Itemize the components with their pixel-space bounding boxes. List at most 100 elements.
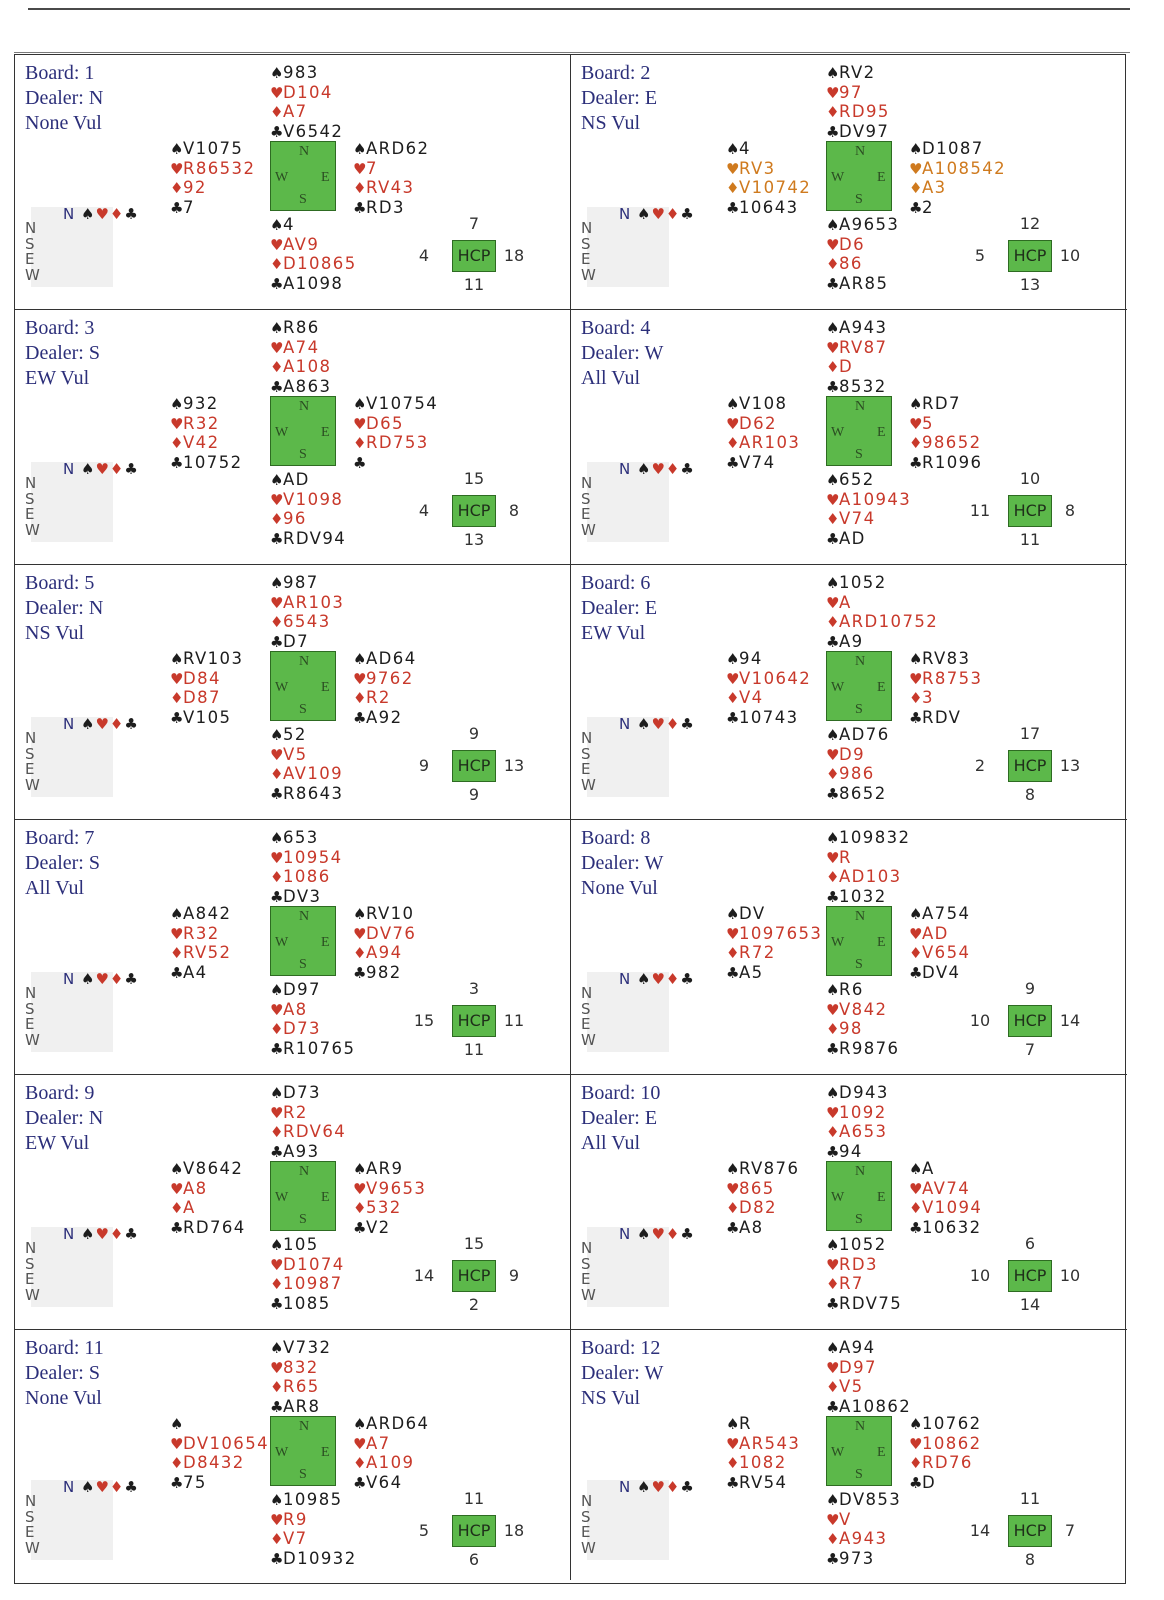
clubs-icon: ♣: [826, 274, 840, 293]
hcp-w: 5: [418, 1521, 430, 1540]
cards-hearts: RV3: [739, 158, 776, 178]
diamonds-icon: ♦: [270, 765, 284, 783]
clubs-icon: ♣: [270, 1549, 284, 1568]
cards-spades: D943: [839, 1083, 889, 1102]
compass-e: E: [25, 1270, 35, 1288]
clubs-icon: ♣: [170, 708, 184, 727]
cards-hearts: 832: [283, 1357, 319, 1377]
hearts-icon: ♥: [270, 593, 284, 612]
hcp-w: 4: [418, 501, 430, 520]
cards-spades: V8642: [183, 1159, 244, 1178]
suit-row-hearts: ♥RV3: [726, 159, 811, 179]
diamonds-icon: ♦: [726, 689, 740, 707]
compass-s: S: [25, 234, 35, 253]
diamonds-icon: ♦: [826, 1530, 840, 1548]
dealer: Dealer: N: [25, 597, 104, 619]
board-cell: Board: 3 Dealer: S EW Vul ♠R86 ♥A74 ♦A108 ♣A86…: [15, 310, 571, 565]
table-e-label: E: [321, 935, 330, 950]
cards-clubs: R1096: [922, 452, 983, 472]
suit-row-clubs: ♣DV3: [270, 887, 343, 907]
compass-n-label: N: [63, 1478, 81, 1496]
clubs-icon: ♣: [170, 453, 184, 472]
clubs-icon: ♣: [826, 784, 840, 803]
suit-row-hearts: ♥R86532: [170, 159, 255, 179]
hand-north: ♠1052 ♥A ♦ARD10752 ♣A9: [826, 573, 938, 651]
cards-clubs: A93: [283, 1141, 320, 1161]
cards-diamonds: V1094: [922, 1198, 983, 1217]
suit-row-hearts: ♥AV74: [909, 1179, 982, 1199]
board-number: Board: 12: [581, 1337, 661, 1359]
diamonds-icon: ♦: [109, 460, 125, 478]
suit-row-spades: ♠10762: [909, 1414, 982, 1434]
diamonds-icon: ♦: [353, 689, 367, 707]
compass-n-label: N: [63, 715, 81, 733]
suit-row-hearts: ♥V10642: [726, 669, 811, 689]
suit-row-diamonds: ♦1082: [726, 1453, 800, 1473]
hearts-icon: ♥: [826, 235, 840, 254]
suit-row-clubs: ♣RV54: [726, 1473, 800, 1493]
cards-hearts: D84: [183, 668, 221, 688]
suit-row-spades: ♠R: [726, 1414, 800, 1434]
suit-row-hearts: ♥97: [826, 83, 890, 103]
cards-diamonds: V654: [922, 943, 971, 962]
cards-diamonds: RD753: [366, 433, 429, 452]
diamonds-icon: ♦: [170, 689, 184, 707]
suit-row-hearts: ♥1097653: [726, 924, 822, 944]
suit-row-clubs: ♣R9876: [826, 1039, 899, 1059]
suit-row-clubs: ♣RDV75: [826, 1294, 902, 1314]
suit-row-spades: ♠DV: [726, 904, 822, 924]
board-cell: Board: 8 Dealer: W None Vul ♠109832 ♥R ♦AD103…: [571, 820, 1127, 1075]
hearts-icon: ♥: [826, 1358, 840, 1377]
clubs-icon: ♣: [124, 205, 139, 223]
cards-spades: DV: [739, 904, 766, 923]
cards-diamonds: R2: [366, 688, 391, 707]
compass-w: W: [25, 520, 40, 539]
cards-hearts: R32: [183, 923, 220, 943]
cards-diamonds: 92: [183, 178, 207, 197]
suit-row-hearts: ♥A108542: [909, 159, 1006, 179]
hearts-icon: ♥: [270, 235, 284, 254]
compass-legend: N ♠♥♦♣ N S E W: [25, 715, 138, 797]
hcp-box: HCP: [452, 750, 496, 782]
suit-row-hearts: ♥865: [726, 1179, 799, 1199]
suit-row-clubs: ♣A5: [726, 963, 822, 983]
hcp-box: HCP: [1008, 1260, 1052, 1292]
table-n-label: N: [299, 399, 310, 414]
hearts-icon: ♥: [170, 414, 184, 433]
suit-row-spades: ♠94: [726, 649, 811, 669]
hearts-icon: ♥: [826, 1255, 840, 1274]
table-w-label: W: [275, 1190, 289, 1205]
compass-legend: N ♠♥♦♣ N S E W: [25, 1225, 138, 1307]
hcp-n: 9: [468, 724, 480, 743]
spades-icon: ♠: [270, 726, 284, 744]
table-s-label: S: [299, 957, 307, 972]
clubs-icon: ♣: [726, 198, 740, 217]
spades-icon: ♠: [826, 1491, 840, 1509]
clubs-icon: ♣: [270, 887, 284, 906]
hand-east: ♠10762 ♥10862 ♦RD76 ♣D: [909, 1414, 982, 1492]
hcp-s: 8: [1024, 1550, 1036, 1569]
suit-row-diamonds: ♦V5: [826, 1377, 911, 1397]
vulnerability: NS Vul: [581, 1387, 641, 1409]
cards-diamonds: 1082: [739, 1453, 787, 1472]
cards-clubs: RD764: [183, 1217, 246, 1237]
suit-row-spades: ♠983: [270, 63, 343, 83]
compass-legend: N ♠♥♦♣ N S E W: [581, 205, 694, 287]
diamonds-icon: ♦: [826, 255, 840, 273]
suit-row-diamonds: ♦V7: [270, 1529, 357, 1549]
cards-diamonds: AD103: [839, 867, 902, 886]
cards-diamonds: RV43: [366, 178, 415, 197]
spades-icon: ♠: [826, 319, 840, 337]
suit-row-diamonds: ♦A109: [353, 1453, 429, 1473]
dealer: Dealer: E: [581, 1107, 658, 1129]
hand-east: ♠AR9 ♥V9653 ♦532 ♣V2: [353, 1159, 426, 1237]
suit-row-clubs: ♣D: [909, 1473, 982, 1493]
cards-diamonds: V10742: [739, 178, 812, 197]
cards-clubs: 8652: [839, 783, 887, 803]
suit-row-diamonds: ♦A7: [270, 102, 343, 122]
suit-row-spades: ♠AD64: [353, 649, 417, 669]
diamonds-icon: ♦: [270, 358, 284, 376]
suit-row-spades: ♠DV853: [826, 1490, 901, 1510]
compass-e: E: [581, 1015, 591, 1033]
